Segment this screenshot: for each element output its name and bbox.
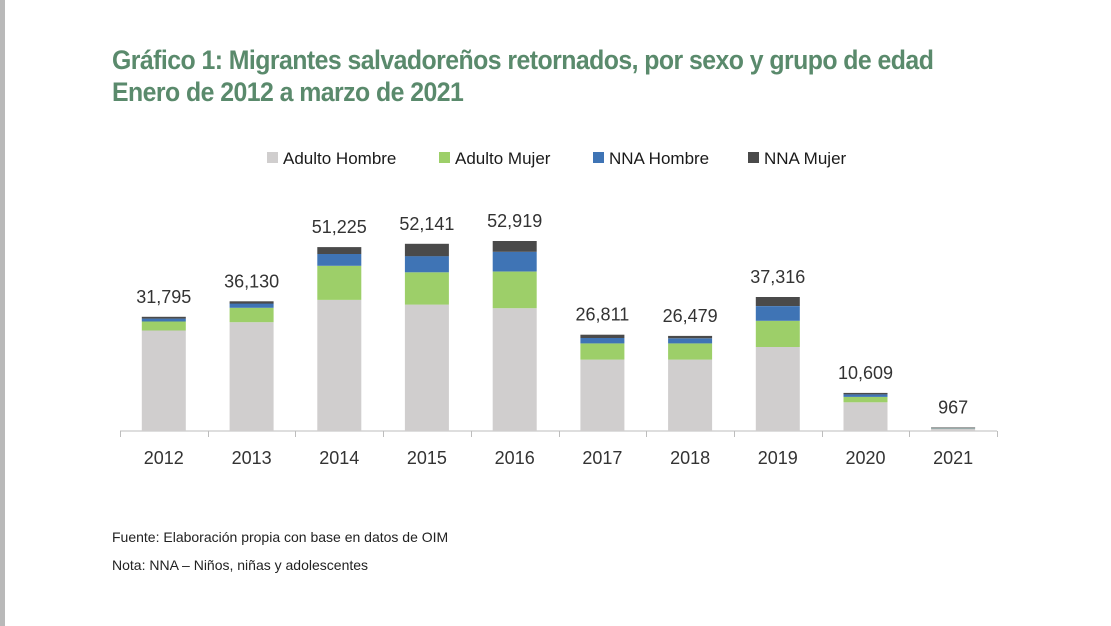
chart-title-line-2: Enero de 2012 a marzo de 2021 xyxy=(112,77,464,107)
total-label: 36,130 xyxy=(224,271,279,291)
bar-segment xyxy=(492,251,537,272)
legend-swatch-2 xyxy=(439,152,450,163)
bar-segment xyxy=(931,428,976,431)
chart-notes: Fuente: Elaboración propia con base en d… xyxy=(112,523,448,579)
bar-segment xyxy=(580,338,625,344)
bar-segment xyxy=(580,359,625,431)
bar-segment xyxy=(229,303,274,308)
total-label: 51,225 xyxy=(312,217,367,237)
x-tick-label: 2018 xyxy=(670,448,710,468)
bar-segment xyxy=(755,320,800,347)
x-tick-label: 2020 xyxy=(845,448,885,468)
bar-segment xyxy=(755,347,800,431)
bar-segment xyxy=(668,338,713,344)
bar-segment xyxy=(141,316,186,319)
bar-segment xyxy=(404,272,449,305)
legend-label-3: NNA Hombre xyxy=(609,149,709,168)
bar-segment xyxy=(317,265,362,300)
bar-segment xyxy=(492,271,537,309)
bar-segment xyxy=(580,343,625,360)
bar-segment xyxy=(404,243,449,257)
source-note: Fuente: Elaboración propia con base en d… xyxy=(112,529,449,545)
bar-segment xyxy=(843,394,888,397)
x-tick-label: 2021 xyxy=(933,448,973,468)
bar-segment xyxy=(141,321,186,331)
bar-segment xyxy=(843,396,888,403)
bar-segment xyxy=(229,307,274,323)
nna-note: Nota: NNA – Niños, niñas y adolescentes xyxy=(112,557,369,573)
bar-segment xyxy=(141,330,186,431)
total-label: 37,316 xyxy=(750,267,805,287)
bar-segment xyxy=(317,254,362,266)
bar-segment xyxy=(404,256,449,273)
x-tick-label: 2017 xyxy=(582,448,622,468)
legend-label-1: Adulto Hombre xyxy=(283,149,396,168)
bar-segment xyxy=(492,241,537,252)
chart-title: Gráfico 1: Migrantes salvadoreños retorn… xyxy=(112,44,934,108)
bar-segment xyxy=(755,297,800,306)
total-label: 52,141 xyxy=(399,214,454,234)
bar-segment xyxy=(843,402,888,431)
x-tick-label: 2019 xyxy=(758,448,798,468)
legend-swatch-3 xyxy=(593,152,604,163)
total-label: 26,479 xyxy=(663,306,718,326)
page-edge xyxy=(0,0,5,626)
bar-segment xyxy=(843,392,888,395)
bar-segment xyxy=(668,359,713,431)
chart-title-line-1: Gráfico 1: Migrantes salvadoreños retorn… xyxy=(112,45,934,75)
bar-segment xyxy=(668,335,713,339)
x-tick-label: 2013 xyxy=(232,448,272,468)
bar-segment xyxy=(931,427,976,429)
total-label: 31,795 xyxy=(136,287,191,307)
x-tick-label: 2015 xyxy=(407,448,447,468)
total-label: 10,609 xyxy=(838,363,893,383)
bar-segment xyxy=(317,300,362,431)
bar-segment xyxy=(580,334,625,338)
bar-segment xyxy=(317,247,362,254)
bar-segment xyxy=(755,306,800,321)
legend-label-2: Adulto Mujer xyxy=(455,149,551,168)
x-tick-label: 2014 xyxy=(319,448,359,468)
total-label: 26,811 xyxy=(576,305,630,325)
bar-segment xyxy=(229,322,274,431)
bar-segment xyxy=(141,318,186,322)
legend-swatch-1 xyxy=(267,152,278,163)
total-label: 967 xyxy=(938,398,968,418)
bar-segment xyxy=(404,304,449,431)
x-tick-label: 2016 xyxy=(495,448,535,468)
bar-segment xyxy=(668,343,713,360)
legend-label-4: NNA Mujer xyxy=(764,149,847,168)
bar-segment xyxy=(492,308,537,431)
total-label: 52,919 xyxy=(487,211,542,231)
legend-swatch-4 xyxy=(748,152,759,163)
bar-segment xyxy=(229,301,274,304)
x-tick-label: 2012 xyxy=(144,448,184,468)
